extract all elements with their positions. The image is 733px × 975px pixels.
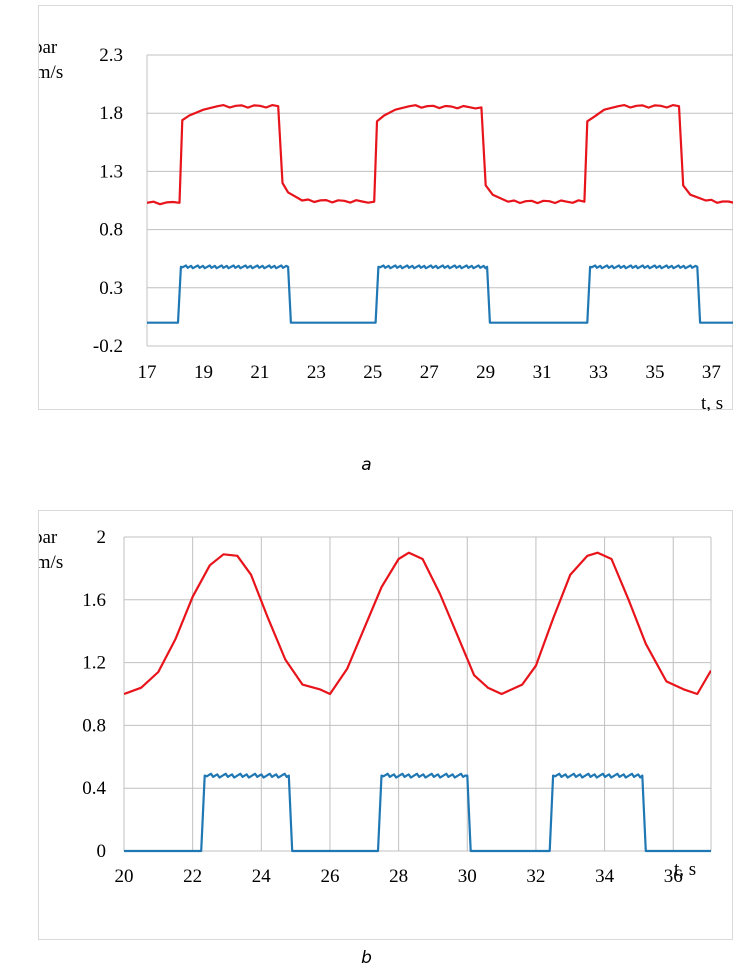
velocity-line — [124, 772, 711, 853]
x-tick-label: 33 — [589, 362, 608, 383]
y-tick-label: 1.3 — [99, 161, 123, 182]
chart-panel-a: 2.3 1.8 1.3 0.8 0.3 -0.2 17 19 21 23 25 27 29 31 33 35 3… — [38, 5, 733, 411]
y-tick-label: -0.2 — [93, 336, 123, 357]
x-tick-label: 30 — [458, 866, 477, 887]
x-tick-label: 22 — [183, 866, 202, 887]
x-tick-label: 19 — [194, 362, 213, 383]
y-tick-label: 0.4 — [82, 778, 106, 799]
chart-panel-b: 2 1.6 1.2 0.8 0.4 0 20 22 24 26 28 30 32 34 36 P, bar V,… — [38, 510, 733, 940]
pressure-line — [147, 104, 733, 206]
chart-b-caption: b — [361, 948, 372, 968]
y-tick-label: 0 — [97, 841, 107, 862]
x-tick-label: 34 — [595, 866, 615, 887]
y-tick-label: 0.8 — [99, 220, 123, 241]
x-tick-label: 28 — [389, 866, 408, 887]
x-tick-label: 20 — [115, 866, 134, 887]
x-tick-label: 35 — [645, 362, 664, 383]
y-axis-label-line2: V, m/s — [39, 62, 63, 83]
y-tick-label: 2 — [97, 527, 107, 548]
y-axis-label-line1: P, bar — [39, 527, 58, 548]
x-tick-label: 23 — [307, 362, 326, 383]
chart-a-svg: 2.3 1.8 1.3 0.8 0.3 -0.2 17 19 21 23 25 27 29 31 33 35 3… — [39, 37, 733, 411]
x-tick-label: 27 — [420, 362, 439, 383]
series-group — [147, 104, 733, 324]
y-tick-label: 1.8 — [99, 103, 123, 124]
x-tick-label: 25 — [363, 362, 382, 383]
x-tick-label: 29 — [476, 362, 495, 383]
x-tick-label: 17 — [138, 362, 157, 383]
y-tick-label: 1.6 — [82, 590, 106, 611]
x-tick-label: 31 — [533, 362, 552, 383]
x-tick-label: 24 — [252, 866, 272, 887]
x-axis-label: t, s — [701, 393, 723, 411]
series-group — [124, 551, 711, 853]
velocity-line — [147, 264, 733, 324]
x-tick-label: 37 — [702, 362, 721, 383]
x-tick-label: 21 — [250, 362, 269, 383]
x-tick-label: 36 — [664, 866, 683, 887]
y-axis-label-line1: P, bar — [39, 37, 58, 58]
pressure-line — [124, 551, 711, 696]
x-tick-label: 32 — [526, 866, 545, 887]
chart-a-caption: a — [361, 455, 372, 475]
x-axis-label: t, s — [674, 859, 696, 880]
y-tick-label: 2.3 — [99, 45, 123, 66]
chart-b-svg: 2 1.6 1.2 0.8 0.4 0 20 22 24 26 28 30 32 34 36 P, bar V,… — [39, 527, 712, 887]
y-tick-label: 0.3 — [99, 278, 123, 299]
y-axis-label-line2: V, m/s — [39, 552, 63, 573]
x-tick-label: 26 — [320, 866, 339, 887]
y-tick-label: 1.2 — [82, 653, 106, 674]
y-tick-label: 0.8 — [82, 715, 106, 736]
